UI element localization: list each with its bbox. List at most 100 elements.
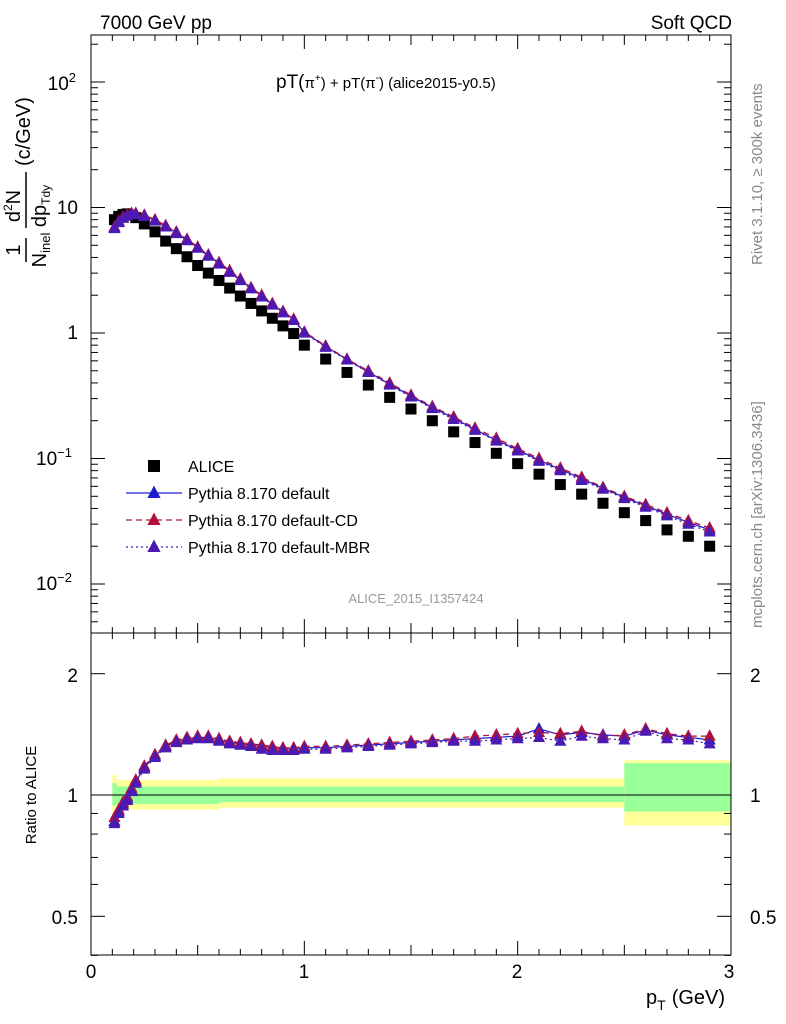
main-series-group <box>108 206 716 552</box>
mc-point-3 <box>298 326 311 338</box>
mc-point-3 <box>596 482 610 494</box>
ratio-ytick-0p5-right: 0.5 <box>750 908 776 929</box>
alice-point <box>704 540 716 552</box>
ratio-point-3 <box>112 806 125 819</box>
mc-point-3 <box>255 290 268 302</box>
legend-marker-2 <box>147 512 161 526</box>
ratio-point-3 <box>202 731 215 744</box>
mc-point-3 <box>276 305 290 318</box>
alice-point <box>266 312 278 324</box>
ratio-point-3 <box>129 776 142 788</box>
mc-point-3 <box>490 434 503 446</box>
legend-marker-alice <box>148 460 160 472</box>
main-line-3 <box>113 213 710 533</box>
mc-point-3 <box>404 390 418 402</box>
ratio-point-3 <box>682 733 695 745</box>
ratio-point-3 <box>287 743 300 756</box>
alice-point <box>277 320 289 332</box>
header-left-label: 7000 GeV pp <box>100 13 212 34</box>
alice-point <box>202 267 214 279</box>
ratio-point-3 <box>148 750 162 762</box>
svg-text:d2N: d2N <box>1 190 25 222</box>
ratio-point-3 <box>362 739 375 752</box>
ratio-point-3 <box>180 733 194 745</box>
mc-point-3 <box>554 463 567 476</box>
ytick-1: 1 <box>67 323 78 344</box>
ratio-point-3 <box>404 736 418 749</box>
alice-point <box>618 507 630 519</box>
header-right-label: Soft QCD <box>651 13 732 34</box>
mc-point-3 <box>191 241 204 253</box>
legend-label-0: ALICE <box>188 459 234 476</box>
svg-text:1: 1 <box>3 244 25 255</box>
ratio-point-3 <box>191 731 204 744</box>
mc-point-3 <box>703 525 716 537</box>
ratio-point-3 <box>121 793 134 805</box>
svg-text:Ninel: Ninel <box>29 233 53 268</box>
mc-point-3 <box>682 517 695 529</box>
alice-point <box>320 353 332 365</box>
main-panel: 102 10 1 10−1 10−2 1 Ninel d2N dpTdy (c/… <box>1 34 732 634</box>
ratio-point-2 <box>554 726 567 739</box>
ratio-point-3 <box>255 742 268 754</box>
ratio-point-3 <box>298 742 311 754</box>
ratio-point-3 <box>532 730 546 742</box>
alice-point <box>426 415 438 427</box>
ratio-series-group <box>108 721 716 829</box>
ratio-point-3 <box>108 816 121 829</box>
mc-point-3 <box>362 365 375 378</box>
ratio-point-3 <box>276 743 290 756</box>
ratio-point-3 <box>426 735 439 748</box>
mc-point-3 <box>383 378 396 390</box>
xtick-0: 0 <box>86 962 97 983</box>
ratio-point-3 <box>660 731 674 744</box>
alice-point <box>384 391 396 403</box>
ratio-point-2 <box>703 729 716 741</box>
ytick-0p01: 10−2 <box>36 570 72 595</box>
legend: ALICE Pythia 8.170 default Pythia 8.170 de… <box>126 459 370 557</box>
ratio-point-3 <box>703 736 716 749</box>
ytick-100: 102 <box>48 70 76 95</box>
main-line-2 <box>113 212 710 529</box>
alice-point <box>341 366 353 378</box>
alice-point <box>533 468 545 480</box>
mc-point-3 <box>202 249 215 261</box>
uncertainty-band-inner <box>624 763 731 812</box>
mc-point-3 <box>511 444 524 456</box>
alice-point <box>149 226 161 238</box>
ratio-ytick-1-left: 1 <box>67 786 78 807</box>
alice-point <box>192 260 204 272</box>
alice-point <box>554 479 566 491</box>
xtick-2: 2 <box>512 962 523 983</box>
main-frame <box>90 34 732 634</box>
ratio-point-3 <box>596 731 610 744</box>
mc-point-3 <box>639 500 652 512</box>
x-axis-label: pT (GeV) <box>646 987 725 1013</box>
mc-point-3 <box>148 214 162 226</box>
alice-point <box>576 488 588 500</box>
alice-point <box>224 282 236 294</box>
svg-text:dpTdy: dpTdy <box>29 185 53 227</box>
mc-point-3 <box>447 412 460 424</box>
mc-point-3 <box>575 473 588 485</box>
ratio-ytick-2-left: 2 <box>67 666 78 687</box>
mcplots-label: mcplots.cern.ch [arXiv:1306.3436] <box>749 401 766 628</box>
mc-point-3 <box>234 273 247 286</box>
mc-point-3 <box>212 257 226 269</box>
alice-point <box>288 328 300 340</box>
ratio-point-3 <box>468 734 482 746</box>
ratio-point-3 <box>554 734 567 746</box>
ratio-point-3 <box>340 740 354 753</box>
alice-point <box>597 497 609 509</box>
ratio-point-3 <box>447 734 460 746</box>
ratio-point-3 <box>383 738 396 750</box>
alice-point <box>160 235 172 247</box>
mc-point-3 <box>223 265 236 277</box>
ytick-0p1: 10−1 <box>36 445 72 470</box>
mc-point-3 <box>129 207 142 220</box>
ratio-point-3 <box>234 738 247 750</box>
main-ylabel: 1 Ninel d2N dpTdy (c/GeV) <box>1 97 53 267</box>
xtick-3: 3 <box>724 962 735 983</box>
alice-point <box>682 530 694 542</box>
alice-point <box>448 426 460 438</box>
